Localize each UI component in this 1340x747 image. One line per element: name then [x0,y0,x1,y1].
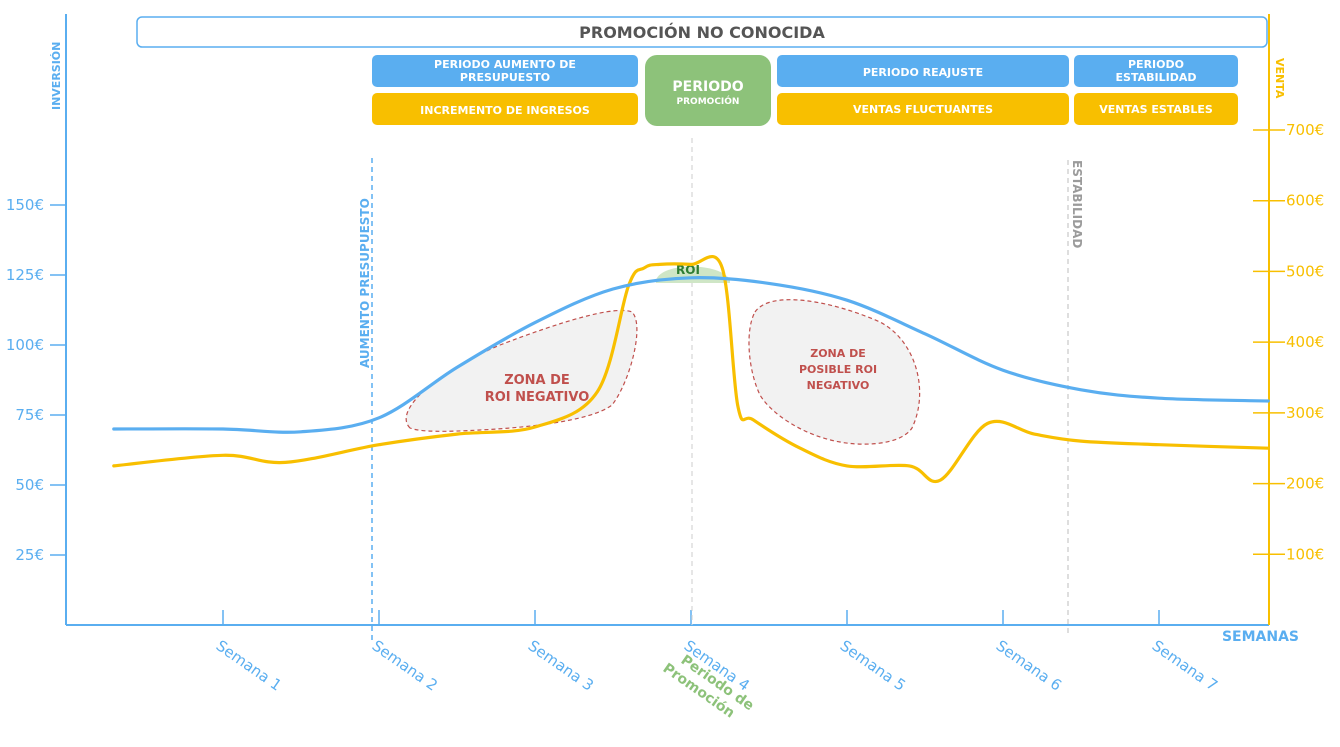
period-ingresos-label: INCREMENTO DE INGRESOS [420,104,590,117]
x-tick-label: Semana 6 [993,637,1065,695]
zona-posible-roi-area [748,299,921,445]
y-tick-right-label: 600€ [1286,192,1324,210]
x-tick-label: Semana 3 [525,637,597,695]
period-aumento-line1: PERIODO AUMENTO DE [434,58,576,71]
period-reajuste-label: PERIODO REAJUSTE [863,66,983,79]
period-aumento-box [372,55,638,87]
period-fluctuantes-box [777,93,1069,125]
period-ingresos-box [372,93,638,125]
roi-label: ROI [676,263,700,277]
period-promo-box [645,55,771,126]
series-inversion-line [112,276,1270,434]
period-estabilidad-line2: ESTABILIDAD [1116,71,1197,84]
period-reajuste-box [777,55,1069,87]
period-estabilidad-box [1074,55,1238,87]
y-tick-right-label: 700€ [1286,121,1324,139]
y-tick-left-label: 50€ [15,476,44,494]
zona1-line1: ZONA DE [504,373,570,388]
x-tick-label: Semana 1 [213,637,285,695]
marker-aumento-label: AUMENTO PRESUPUESTO [358,198,372,368]
period-estabilidad-label: PERIODO ESTABILIDAD [1116,58,1197,84]
y-tick-right-label: 300€ [1286,404,1324,422]
x-tick-label: Semana 7 [1149,637,1221,695]
x-tick-label: Semana 5 [837,637,909,695]
y-tick-right-label: 100€ [1286,545,1324,563]
y-tick-right-label: 200€ [1286,475,1324,493]
period-estables-box [1074,93,1238,125]
y-tick-right-label: 400€ [1286,333,1324,351]
y-tick-right-label: 500€ [1286,262,1324,280]
banner-box [136,16,1268,48]
y2-axis-title: VENTA [1273,58,1286,99]
x-tick-label: Semana 2 [369,637,441,695]
marker-estabilidad-label: ESTABILIDAD [1070,160,1084,248]
period-promo-sub: PROMOCIÓN [677,95,740,107]
period-estabilidad-line1: PERIODO [1128,58,1184,71]
series-venta-line [112,254,1270,484]
y-tick-left-label: 75€ [15,406,44,424]
zona2-line1: ZONA DE [810,347,866,360]
period-aumento-line2: PRESUPUESTO [460,71,550,84]
y-tick-left-label: 125€ [6,266,44,284]
y-tick-left-label: 100€ [6,336,44,354]
period-fluctuantes-label: VENTAS FLUCTUANTES [853,103,993,116]
period-promo-title: PERIODO [672,79,743,95]
zona2-line2: POSIBLE ROI [799,363,877,376]
x-axis-title: SEMANAS [1222,629,1299,645]
y-axis-title: INVERSIÓN [50,42,63,110]
y-tick-left-label: 25€ [15,546,44,564]
zona2-line3: NEGATIVO [807,379,870,392]
period-aumento-label: PERIODO AUMENTO DE PRESUPUESTO [434,58,576,84]
period-estables-label: VENTAS ESTABLES [1099,103,1213,116]
y-ticks-right: 100€ 200€ 300€ 400€ 500€ 600€ 700€ [1253,121,1324,563]
y-tick-left-label: 150€ [6,196,44,214]
banner-title: PROMOCIÓN NO CONOCIDA [579,23,825,42]
y-ticks-left: 25€ 50€ 75€ 100€ 125€ 150€ [6,196,66,564]
zona1-line2: ROI NEGATIVO [485,390,590,405]
